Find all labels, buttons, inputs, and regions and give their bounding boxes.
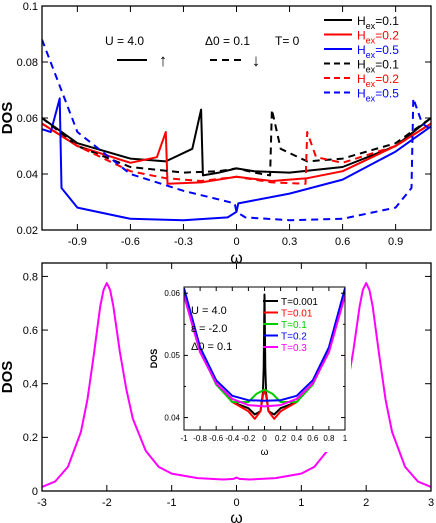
bottom-y-tick-label: 0.4 <box>23 379 38 391</box>
inset-legend-label-3: T=0.2 <box>281 332 307 343</box>
bottom-x-tick-label: 0 <box>233 497 239 509</box>
inset-axis-ticks: -1 -0.8 -0.6 -0.4 -0.2 0 0.2 0.4 0.6 0.8 1 0.04 0.05… <box>164 287 348 443</box>
bottom-x-tick-label: 2 <box>363 497 369 509</box>
top-series-1 <box>42 122 431 185</box>
top-y-tick-label: 0.02 <box>17 225 38 237</box>
inset-y-axis-label: DOS <box>149 349 159 369</box>
top-axis-ticks: -0.9 -0.6 -0.3 0 0.3 0.6 0.9 0.02 0.04 0.06 0.08 0.… <box>17 1 431 248</box>
bottom-x-tick-label: -2 <box>102 497 112 509</box>
top-legend: Hex=0.1Hex=0.2Hex=0.5Hex=0.1Hex=0.2Hex=0… <box>324 14 399 104</box>
inset-legend-label-1: T=0.01 <box>281 309 313 320</box>
inset-x-tick-label: -0.4 <box>225 434 239 443</box>
top-panel: -0.9 -0.6 -0.3 0 0.3 0.6 0.9 0.02 0.04 0.06 0.08 0.… <box>0 1 432 267</box>
inset-legend-label-4: T=0.3 <box>281 343 307 354</box>
bottom-y-tick-label: 0 <box>32 486 38 498</box>
inset-x-tick-label: 0.8 <box>323 434 335 443</box>
inset-legend-label-0: T=0.001 <box>281 297 318 308</box>
annotation-u: U = 4.0 <box>105 34 144 48</box>
inset-x-tick-label: -0.2 <box>242 434 256 443</box>
top-series-5 <box>42 39 431 222</box>
inset-x-tick-label: 0 <box>262 434 267 443</box>
bottom-y-axis-label: DOS <box>0 361 16 394</box>
top-x-tick-label: -0.6 <box>121 236 140 248</box>
bottom-panel: -3 -2 -1 0 1 2 3 0 0.2 0.4 0.6 0.8 DOS ω <box>0 262 434 523</box>
spin-down-arrow: ↓ <box>252 51 261 70</box>
bottom-curves <box>42 282 431 488</box>
inset-legend-label-2: T=0.1 <box>281 320 307 331</box>
annotation-delta: Δ0 = 0.1 <box>205 34 250 48</box>
top-curves <box>42 39 431 222</box>
top-y-axis-label: DOS <box>0 102 16 135</box>
top-legend-label-5: Hex=0.5 <box>357 87 399 104</box>
inset-y-tick-label: 0.04 <box>164 413 180 422</box>
top-y-tick-label: 0.04 <box>17 169 38 181</box>
inset-annotation-delta: Δ0 = 0.1 <box>191 341 232 353</box>
inset-x-tick-label: -0.8 <box>193 434 207 443</box>
bottom-x-tick-label: 3 <box>428 497 434 509</box>
top-x-tick-label: 0.3 <box>282 236 297 248</box>
inset-annotation-u: U = 4.0 <box>191 305 227 317</box>
top-y-tick-label: 0.06 <box>17 113 38 125</box>
top-y-tick-label: 0.08 <box>17 57 38 69</box>
top-x-tick-label: -0.3 <box>174 236 193 248</box>
top-x-tick-label: -0.9 <box>68 236 87 248</box>
inset-x-tick-label: -1 <box>180 434 188 443</box>
inset-annotations: U = 4.0 ε = -2.0 Δ0 = 0.1 <box>191 305 232 353</box>
bottom-x-tick-label: -3 <box>37 497 47 509</box>
inset-x-tick-label: -0.6 <box>209 434 223 443</box>
bottom-x-tick-label: 1 <box>298 497 304 509</box>
inset-series-3 <box>184 287 345 402</box>
inset-x-tick-label: 0.4 <box>291 434 303 443</box>
bottom-y-tick-label: 0.2 <box>23 432 38 444</box>
top-x-tick-label: 0.9 <box>388 236 403 248</box>
inset-x-axis-label: ω <box>261 447 269 458</box>
inset-panel: -1 -0.8 -0.6 -0.4 -0.2 0 0.2 0.4 0.6 0.8 1 0.04 0.05… <box>149 283 351 458</box>
bottom-axis-ticks: -3 -2 -1 0 1 2 3 0 0.2 0.4 0.6 0.8 <box>23 263 434 509</box>
top-annotations: U = 4.0 Δ0 = 0.1 T= 0 ↑ ↓ <box>105 34 300 70</box>
inset-curves <box>184 287 345 420</box>
inset-series-4 <box>184 295 345 408</box>
top-series-0 <box>42 108 431 177</box>
inset-x-tick-label: 0.2 <box>275 434 287 443</box>
spin-up-arrow: ↑ <box>159 51 168 70</box>
top-series-4 <box>42 122 431 185</box>
top-y-tick-label: 0.1 <box>23 1 38 13</box>
annotation-temperature: T= 0 <box>275 34 300 48</box>
inset-annotation-epsilon: ε = -2.0 <box>191 323 227 335</box>
top-series-2 <box>42 97 431 222</box>
top-x-tick-label: 0 <box>233 236 239 248</box>
top-series-3 <box>42 108 431 177</box>
inset-x-tick-label: 1 <box>343 434 348 443</box>
inset-x-tick-label: 0.6 <box>307 434 319 443</box>
bottom-x-axis-label: ω <box>230 510 243 523</box>
bottom-y-tick-label: 0.6 <box>23 325 38 337</box>
inset-y-tick-label: 0.06 <box>164 289 180 298</box>
inset-y-tick-label: 0.05 <box>164 351 180 360</box>
bottom-series-0 <box>42 282 431 488</box>
bottom-y-tick-label: 0.8 <box>23 271 38 283</box>
bottom-x-tick-label: -1 <box>167 497 177 509</box>
top-x-tick-label: 0.6 <box>335 236 350 248</box>
